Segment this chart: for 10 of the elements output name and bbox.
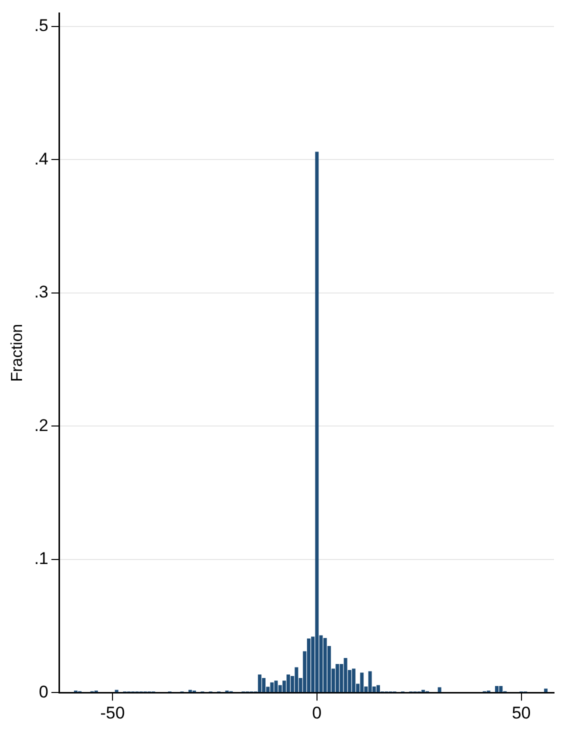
- y-tick-label: .1: [34, 549, 48, 568]
- y-tick-label: .3: [34, 282, 48, 302]
- y-tick-label: .5: [34, 16, 48, 36]
- x-tick-label: 50: [512, 703, 531, 722]
- x-tick-label: -50: [100, 703, 125, 722]
- y-tick-label: 0: [38, 682, 48, 702]
- x-tick-label: 0: [312, 703, 322, 722]
- y-tick-label: .2: [34, 416, 48, 435]
- y-axis-title: Fraction: [9, 324, 26, 382]
- y-tick-label: .4: [34, 149, 48, 168]
